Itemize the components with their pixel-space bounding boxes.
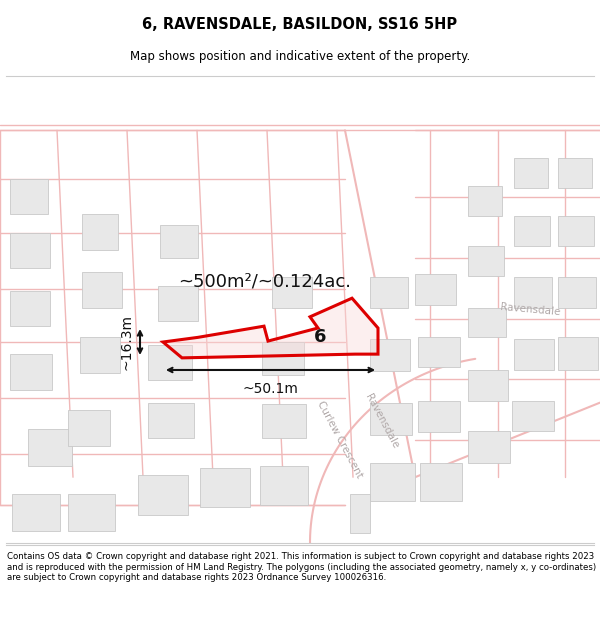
Text: 6, RAVENSDALE, BASILDON, SS16 5HP: 6, RAVENSDALE, BASILDON, SS16 5HP bbox=[142, 17, 458, 32]
Polygon shape bbox=[260, 466, 308, 505]
Polygon shape bbox=[420, 463, 462, 501]
Text: ~16.3m: ~16.3m bbox=[119, 314, 133, 370]
Polygon shape bbox=[468, 186, 502, 216]
Polygon shape bbox=[512, 401, 554, 431]
Polygon shape bbox=[415, 274, 456, 305]
Polygon shape bbox=[514, 277, 552, 308]
Polygon shape bbox=[558, 158, 592, 188]
Polygon shape bbox=[10, 179, 48, 214]
Text: ~500m²/~0.124ac.: ~500m²/~0.124ac. bbox=[179, 272, 352, 291]
Polygon shape bbox=[418, 338, 460, 367]
Polygon shape bbox=[262, 342, 304, 374]
Text: Ravensdale: Ravensdale bbox=[500, 302, 560, 317]
Text: Curlew Crescent: Curlew Crescent bbox=[316, 400, 365, 480]
Polygon shape bbox=[468, 431, 510, 463]
Text: Contains OS data © Crown copyright and database right 2021. This information is : Contains OS data © Crown copyright and d… bbox=[7, 552, 596, 582]
Polygon shape bbox=[370, 339, 410, 371]
Polygon shape bbox=[514, 158, 548, 188]
Polygon shape bbox=[28, 429, 72, 466]
Polygon shape bbox=[148, 402, 194, 438]
Polygon shape bbox=[163, 298, 378, 358]
Polygon shape bbox=[558, 277, 596, 308]
Polygon shape bbox=[158, 286, 198, 321]
Polygon shape bbox=[10, 354, 52, 389]
Polygon shape bbox=[82, 214, 118, 250]
Polygon shape bbox=[468, 370, 508, 401]
Polygon shape bbox=[514, 339, 554, 370]
Polygon shape bbox=[468, 308, 506, 338]
Polygon shape bbox=[262, 404, 306, 438]
Polygon shape bbox=[138, 476, 188, 514]
Polygon shape bbox=[514, 216, 550, 246]
Polygon shape bbox=[82, 272, 122, 308]
Polygon shape bbox=[418, 401, 460, 432]
Polygon shape bbox=[558, 216, 594, 246]
Polygon shape bbox=[10, 291, 50, 326]
Polygon shape bbox=[80, 338, 120, 372]
Polygon shape bbox=[160, 226, 198, 258]
Polygon shape bbox=[272, 277, 312, 308]
Polygon shape bbox=[68, 410, 110, 446]
Text: Map shows position and indicative extent of the property.: Map shows position and indicative extent… bbox=[130, 50, 470, 63]
Polygon shape bbox=[12, 494, 60, 531]
Polygon shape bbox=[468, 246, 504, 276]
Polygon shape bbox=[370, 402, 412, 435]
Polygon shape bbox=[200, 468, 250, 507]
Text: 6: 6 bbox=[314, 328, 326, 346]
Polygon shape bbox=[370, 277, 408, 308]
Polygon shape bbox=[558, 338, 598, 370]
Polygon shape bbox=[10, 233, 50, 268]
Polygon shape bbox=[68, 494, 115, 531]
Polygon shape bbox=[148, 345, 192, 380]
Text: Ravensdale: Ravensdale bbox=[364, 392, 401, 450]
Polygon shape bbox=[370, 463, 415, 501]
Text: ~50.1m: ~50.1m bbox=[242, 382, 298, 396]
Polygon shape bbox=[350, 494, 370, 533]
